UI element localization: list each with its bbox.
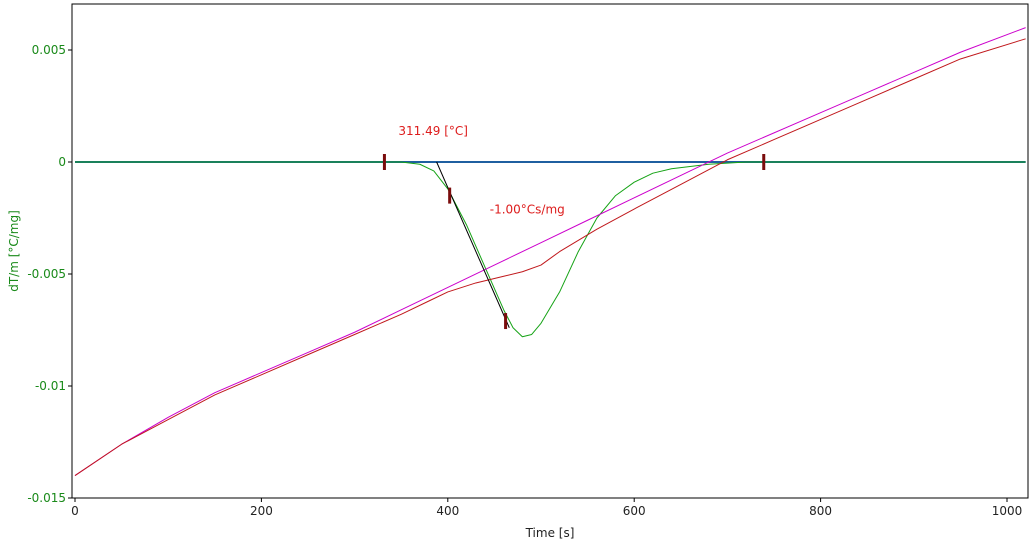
marker-tick: [762, 154, 766, 170]
y-axis-title: dT/m [°C/mg]: [7, 210, 21, 292]
y-tick-label: 0: [58, 155, 66, 169]
x-tick-label: 1000: [992, 504, 1023, 518]
x-tick-label: 200: [250, 504, 273, 518]
x-tick-label: 400: [436, 504, 459, 518]
marker-tick: [504, 313, 508, 330]
annotation-label: 311.49 [°C]: [398, 124, 468, 138]
annotation-label: -1.00°Cs/mg: [490, 203, 565, 217]
y-tick-label: -0.01: [35, 379, 66, 393]
series-line: [75, 161, 1026, 338]
y-tick-label: -0.005: [27, 267, 66, 281]
x-tick-label: 600: [623, 504, 646, 518]
y-tick-label: -0.015: [27, 491, 66, 505]
y-axis: 0.005 0 -0.005 -0.01 -0.015: [27, 43, 72, 505]
plot-area-frame: [71, 3, 1029, 499]
marker-tick: [382, 154, 386, 170]
plot-content: [74, 27, 1026, 477]
y-tick-label: 0.005: [32, 43, 66, 57]
x-tick-label: 0: [71, 504, 79, 518]
series-line: [74, 38, 1026, 477]
marker-tick: [448, 187, 452, 204]
x-tick-label: 800: [809, 504, 832, 518]
x-axis: 0 200 400 600 800 1000: [71, 498, 1022, 518]
series-line: [74, 27, 1026, 477]
x-axis-title: Time [s]: [525, 526, 575, 540]
